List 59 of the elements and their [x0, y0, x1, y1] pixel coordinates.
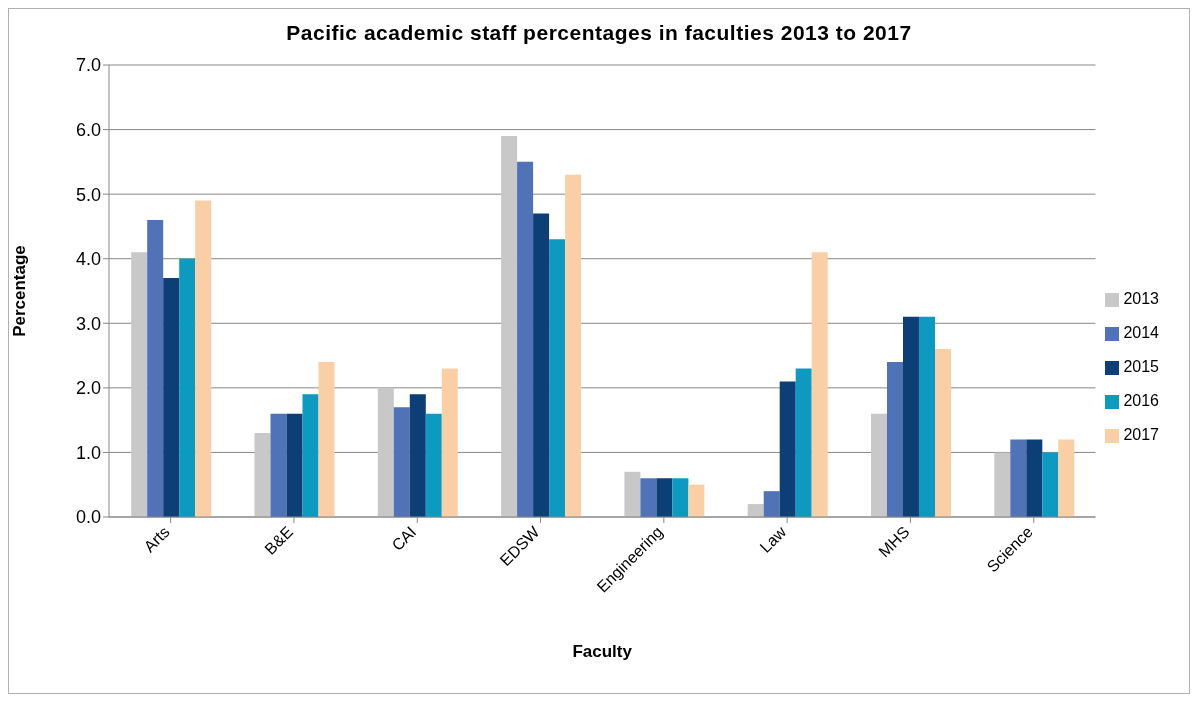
- bar: [994, 452, 1011, 517]
- bar: [935, 349, 951, 517]
- bar: [1010, 439, 1027, 517]
- bar: [795, 368, 812, 517]
- bar: [624, 471, 641, 517]
- legend-label: 2017: [1123, 426, 1159, 443]
- y-tick-label: 6.0: [75, 119, 101, 140]
- bar: [393, 407, 410, 517]
- bar: [656, 478, 673, 517]
- bar: [1058, 439, 1075, 517]
- bar: [254, 433, 271, 517]
- bar: [1026, 439, 1043, 517]
- bar: [887, 362, 903, 517]
- bar: [377, 387, 394, 517]
- bar: [318, 362, 335, 517]
- y-tick-label: 0.0: [75, 507, 101, 528]
- bar: [302, 394, 319, 517]
- bar: [517, 161, 534, 517]
- bar: [286, 413, 303, 517]
- bar: [270, 413, 287, 517]
- bar: [640, 478, 657, 517]
- bar: [533, 213, 550, 517]
- y-tick-label: 2.0: [75, 378, 101, 399]
- bar: [549, 239, 566, 517]
- bar: [779, 381, 796, 517]
- bar: [763, 491, 780, 517]
- bar: [409, 394, 426, 517]
- y-tick-label: 5.0: [75, 184, 101, 205]
- bar: [441, 368, 458, 517]
- bar: [131, 252, 148, 517]
- legend-label: 2015: [1123, 358, 1159, 375]
- x-tick-label: CAI: [388, 523, 420, 554]
- bar: [1042, 452, 1059, 517]
- x-tick-label: Arts: [140, 523, 173, 556]
- bar: [195, 200, 212, 517]
- y-tick-label: 1.0: [75, 442, 101, 463]
- legend-label: 2016: [1123, 392, 1159, 409]
- bar: [501, 136, 518, 517]
- bar: [903, 316, 919, 517]
- legend-label: 2014: [1123, 324, 1159, 341]
- chart-title: Pacific academic staff percentages in faculties 2013 to 2017: [285, 21, 913, 45]
- y-tick-label: 4.0: [75, 249, 101, 270]
- bar: [811, 252, 828, 517]
- legend-label: 2013: [1123, 290, 1159, 307]
- bar: [565, 174, 582, 517]
- bar: [163, 278, 180, 517]
- bar: [672, 478, 689, 517]
- bar: [688, 484, 705, 517]
- y-axis-title: Percentage: [10, 245, 30, 337]
- bar: [871, 413, 887, 517]
- bar: [425, 413, 442, 517]
- x-tick-label: Law: [756, 522, 790, 556]
- bar: [919, 316, 935, 517]
- y-tick-label: 7.0: [75, 55, 101, 76]
- bar: [179, 258, 196, 517]
- bar: [747, 504, 764, 517]
- y-tick-label: 3.0: [75, 313, 101, 334]
- bar: [147, 219, 164, 517]
- x-axis-title: Faculty: [572, 642, 633, 661]
